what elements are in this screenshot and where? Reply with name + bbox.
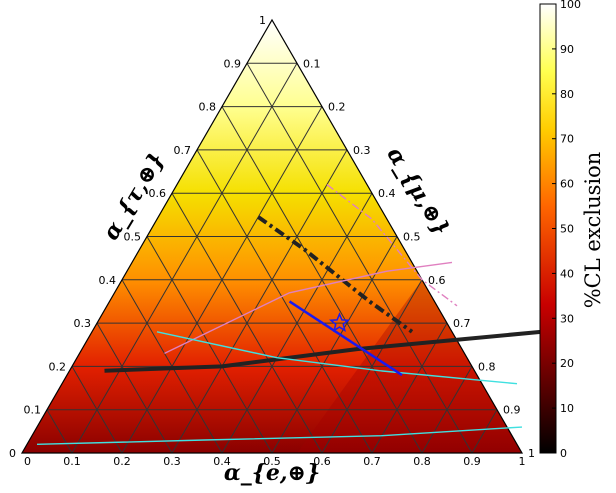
- ternary-plot-area: [22, 20, 522, 453]
- colorbar-tick-label: 30: [560, 312, 574, 325]
- colorbar-tick-label: 0: [560, 447, 567, 460]
- colorbar-title: %CL exclusion: [581, 152, 605, 309]
- tick-label-bottom: 0.9: [463, 455, 481, 468]
- colorbar-tick-label: 50: [560, 223, 574, 236]
- colorbar-tick-label: 100: [560, 0, 581, 11]
- colorbar-tick-label: 40: [560, 267, 574, 280]
- tick-label-left: 0.2: [49, 360, 67, 373]
- tick-label-bottom: 1: [519, 455, 526, 468]
- colorbar: 0 10 20 30 40 50 60 70 80 90 100: [540, 0, 581, 460]
- axis-title-bottom: α_{e,⊕}: [224, 460, 320, 486]
- tick-label-right: 0.2: [328, 101, 346, 114]
- tick-label-left: 0.3: [74, 317, 92, 330]
- tick-label-bottom: 0.2: [113, 455, 131, 468]
- tick-label-right: 1: [528, 447, 535, 460]
- tick-label-right: 0.4: [378, 187, 396, 200]
- tick-label-left: 0.9: [224, 57, 242, 70]
- tick-label-bottom: 0.8: [413, 455, 431, 468]
- tick-label-right: 0.1: [303, 57, 321, 70]
- tick-label-right: 0.8: [478, 360, 496, 373]
- tick-label-right: 0.6: [428, 274, 446, 287]
- colorbar-tick-label: 10: [560, 402, 574, 415]
- tick-label-left: 0.8: [199, 101, 217, 114]
- tick-label-left: 0.7: [174, 144, 192, 157]
- tick-label-bottom: 0: [24, 455, 31, 468]
- tick-label-right: 0.7: [453, 317, 471, 330]
- colorbar-tick-label: 60: [560, 178, 574, 191]
- tick-label-bottom: 0.1: [63, 455, 81, 468]
- tick-label-right: 0.5: [403, 231, 421, 244]
- tick-label-left: 0.4: [99, 274, 117, 287]
- tick-label-right: 0.3: [353, 144, 371, 157]
- tick-label-left: 0: [9, 447, 16, 460]
- colorbar-tick-label: 70: [560, 133, 574, 146]
- colorbar-tick-label: 80: [560, 88, 574, 101]
- colorbar-tick-label: 90: [560, 43, 574, 56]
- tick-label-bottom: 0.3: [163, 455, 181, 468]
- tick-label-left: 0.1: [24, 404, 42, 417]
- tick-label-bottom: 0.7: [363, 455, 381, 468]
- colorbar-tick-label: 20: [560, 357, 574, 370]
- tick-label-right: 0.9: [503, 404, 521, 417]
- tick-label-left: 1: [259, 14, 266, 27]
